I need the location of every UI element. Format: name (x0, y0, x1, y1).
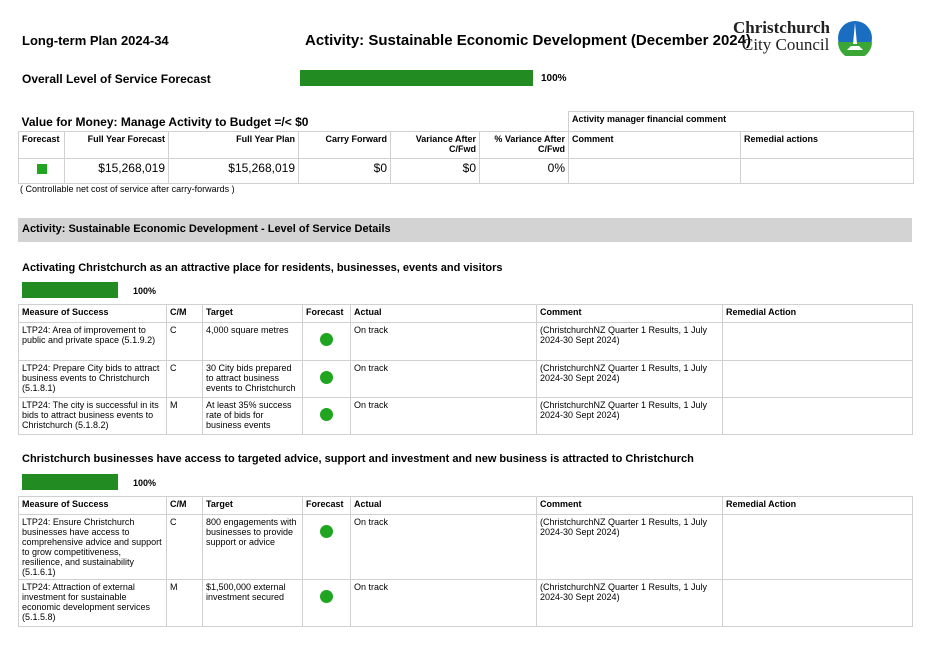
forecast-status (18, 157, 65, 184)
col-comment: Comment (568, 130, 742, 159)
col-remedial: Remedial actions (740, 130, 915, 159)
cm: C (166, 360, 203, 398)
group-percent: 100% (133, 286, 157, 296)
measure: LTP24: Area of improvement to public and… (18, 322, 167, 361)
forecast (302, 514, 351, 580)
col-header: Forecast (302, 304, 351, 323)
council-logo: Christchurch City Council (733, 18, 873, 56)
cm: M (166, 579, 203, 627)
cathedral-logo-icon (838, 21, 872, 56)
col-variance: Variance After C/Fwd (390, 130, 480, 159)
col-header: Measure of Success (18, 496, 167, 515)
comment: (ChristchurchNZ Quarter 1 Results, 1 Jul… (536, 579, 723, 627)
col-full-year-forecast: Full Year Forecast (64, 130, 169, 159)
overall-percent: 100% (541, 73, 567, 84)
group-progress-bar (22, 282, 118, 298)
logo-line2: City Council (742, 35, 830, 54)
group-percent: 100% (133, 478, 157, 488)
green-circle-icon (320, 333, 333, 346)
col-full-year-plan: Full Year Plan (168, 130, 299, 159)
comment: (ChristchurchNZ Quarter 1 Results, 1 Jul… (536, 397, 723, 435)
green-circle-icon (320, 590, 333, 603)
budget-title: Value for Money: Manage Activity to Budg… (21, 114, 309, 129)
overall-label: Overall Level of Service Forecast (22, 72, 211, 86)
plan-title: Long-term Plan 2024-34 (22, 33, 169, 48)
service-table: Measure of Success C/M Target Forecast Actua… (18, 304, 913, 435)
target: 30 City bids prepared to attract busines… (202, 360, 303, 398)
col-forecast: Forecast (18, 130, 65, 159)
measure: LTP24: Attraction of external investment… (18, 579, 167, 627)
remedial-action (722, 514, 913, 580)
green-square-icon (36, 163, 47, 174)
remedial (740, 157, 915, 184)
comment: (ChristchurchNZ Quarter 1 Results, 1 Jul… (536, 514, 723, 580)
table-row: LTP24: The city is successful in its bid… (18, 397, 913, 435)
col-header: C/M (166, 496, 203, 515)
target: 800 engagements with businesses to provi… (202, 514, 303, 580)
col-header: Forecast (302, 496, 351, 515)
remedial-action (722, 322, 913, 361)
col-header: Remedial Action (722, 496, 913, 515)
actual: On track (350, 397, 537, 435)
carry-forward: $0 (298, 157, 391, 184)
col-header: Comment (536, 496, 723, 515)
variance: $0 (390, 157, 480, 184)
table-row: LTP24: Ensure Christchurch businesses ha… (18, 514, 913, 580)
col-pct-variance: % Variance After C/Fwd (478, 130, 570, 159)
cm: C (166, 322, 203, 361)
actual: On track (350, 360, 537, 398)
cm: M (166, 397, 203, 435)
col-header: Actual (350, 496, 537, 515)
cm: C (166, 514, 203, 580)
table-row: LTP24: Prepare City bids to attract busi… (18, 360, 913, 398)
target: $1,500,000 external investment secured (202, 579, 303, 627)
remedial-action (722, 360, 913, 398)
col-header: Actual (350, 304, 537, 323)
target: At least 35% success rate of bids for bu… (202, 397, 303, 435)
green-circle-icon (320, 408, 333, 421)
measure: LTP24: The city is successful in its bid… (18, 397, 167, 435)
forecast (302, 579, 351, 627)
measure: LTP24: Ensure Christchurch businesses ha… (18, 514, 167, 580)
pct-variance: 0% (478, 157, 570, 184)
budget-note: ( Controllable net cost of service after… (20, 184, 235, 194)
full-year-plan: $15,268,019 (168, 157, 299, 184)
financial-comment-title: Activity manager financial comment (568, 111, 915, 132)
forecast (302, 322, 351, 361)
actual: On track (350, 579, 537, 627)
col-header: Target (202, 496, 303, 515)
col-header: Remedial Action (722, 304, 913, 323)
col-carry-forward: Carry Forward (298, 130, 391, 159)
forecast (302, 360, 351, 398)
comment: (ChristchurchNZ Quarter 1 Results, 1 Jul… (536, 360, 723, 398)
green-circle-icon (320, 525, 333, 538)
actual: On track (350, 322, 537, 361)
group-title: Christchurch businesses have access to t… (22, 453, 694, 465)
table-row: LTP24: Attraction of external investment… (18, 579, 913, 627)
remedial-action (722, 579, 913, 627)
service-table: Measure of Success C/M Target Forecast Actua… (18, 496, 913, 627)
comment (568, 157, 742, 184)
section-title: Activity: Sustainable Economic Developme… (18, 218, 912, 242)
budget-table: Value for Money: Manage Activity to Budg… (18, 111, 915, 184)
forecast (302, 397, 351, 435)
comment: (ChristchurchNZ Quarter 1 Results, 1 Jul… (536, 322, 723, 361)
full-year-forecast: $15,268,019 (64, 157, 169, 184)
measure: LTP24: Prepare City bids to attract busi… (18, 360, 167, 398)
group-progress-bar (22, 474, 118, 490)
remedial-action (722, 397, 913, 435)
col-header: Comment (536, 304, 723, 323)
logo-line1: Christchurch (733, 18, 830, 37)
table-row: LTP24: Area of improvement to public and… (18, 322, 913, 361)
group-title: Activating Christchurch as an attractive… (22, 262, 503, 274)
col-header: Target (202, 304, 303, 323)
overall-progress-bar (300, 70, 533, 86)
col-header: C/M (166, 304, 203, 323)
actual: On track (350, 514, 537, 580)
green-circle-icon (320, 371, 333, 384)
target: 4,000 square metres (202, 322, 303, 361)
col-header: Measure of Success (18, 304, 167, 323)
page-title: Activity: Sustainable Economic Developme… (305, 32, 751, 49)
